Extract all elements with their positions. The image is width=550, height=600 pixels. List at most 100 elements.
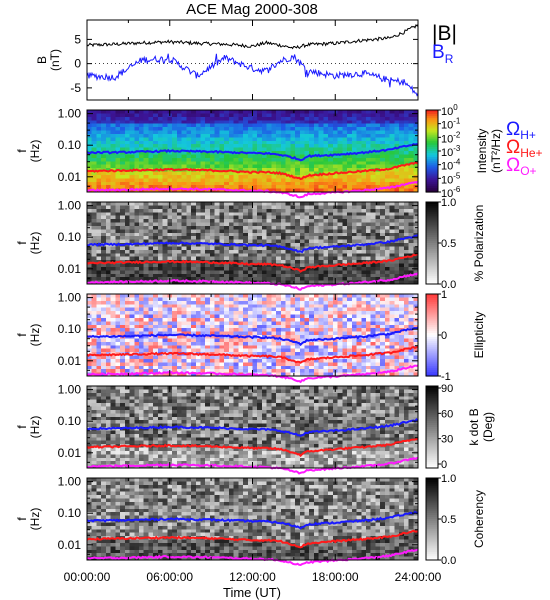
heatmap-cell [375, 133, 381, 138]
y-tick-label: 1.00 [58, 199, 82, 213]
heatmap-cell [233, 307, 239, 312]
heatmap-cell [380, 171, 386, 176]
heatmap-cell [233, 178, 239, 183]
heatmap-cell [172, 300, 178, 305]
heatmap-cell [148, 338, 154, 343]
heatmap-cell [219, 120, 225, 125]
heatmap-cell [224, 181, 230, 186]
heatmap-cell [129, 232, 135, 237]
heatmap-cell [342, 365, 348, 370]
heatmap-cell [129, 137, 135, 142]
heatmap-cell [257, 164, 263, 169]
heatmap-cell [200, 154, 206, 159]
heatmap-cell [290, 331, 296, 336]
heatmap-cell [280, 246, 287, 251]
heatmap-cell [261, 185, 268, 190]
heatmap-cell [271, 120, 277, 125]
heatmap-cell [105, 297, 112, 302]
heatmap-cell [224, 168, 230, 173]
heatmap-cell [394, 154, 400, 159]
heatmap-cell [101, 181, 107, 186]
heatmap-cell [351, 300, 358, 305]
heatmap-cell [96, 321, 102, 326]
heatmap-cell [394, 273, 400, 278]
heatmap-cell [408, 239, 414, 244]
heatmap-cell [370, 181, 377, 186]
heatmap-cell [200, 178, 206, 183]
heatmap-cell [332, 314, 339, 319]
heatmap-cell [347, 232, 353, 237]
heatmap-cell [271, 260, 277, 265]
heatmap-cell [257, 161, 263, 166]
heatmap-cell [219, 256, 225, 261]
heatmap-cell [110, 321, 116, 326]
heatmap-cell [200, 208, 206, 213]
heatmap-cell [96, 171, 102, 176]
heatmap-cell [87, 328, 93, 333]
heatmap-cell [91, 317, 98, 322]
heatmap-cell [347, 202, 353, 207]
heatmap-cell [337, 127, 343, 132]
heatmap-cell [370, 185, 377, 190]
heatmap-cell [101, 212, 107, 217]
heatmap-cell [191, 263, 197, 268]
figure-title: ACE Mag 2000-308 [186, 1, 318, 18]
heatmap-cell [271, 161, 277, 166]
heatmap-cell [342, 260, 348, 265]
heatmap-cell [101, 321, 107, 326]
heatmap-cell [195, 110, 202, 115]
heatmap-cell [224, 130, 230, 135]
heatmap-cell [342, 341, 348, 346]
heatmap-cell [209, 335, 216, 340]
heatmap-cell [403, 205, 410, 210]
heatmap-cell [209, 110, 216, 115]
heatmap-cell [143, 307, 150, 312]
heatmap-cell [271, 232, 277, 237]
heatmap-cell [394, 127, 400, 132]
heatmap-cell [399, 266, 405, 271]
heatmap-cell [304, 314, 310, 319]
heatmap-cell [214, 331, 220, 336]
heatmap-cell [195, 181, 202, 186]
heatmap-cell [408, 246, 414, 251]
heatmap-cell [403, 130, 410, 135]
heatmap-cell [370, 161, 377, 166]
heatmap-cell [342, 205, 348, 210]
heatmap-cell [389, 229, 395, 234]
heatmap-cell [214, 341, 220, 346]
heatmap-cell [195, 157, 202, 162]
heatmap-cell [299, 280, 306, 285]
heatmap-cell [290, 249, 296, 254]
heatmap-cell [389, 208, 395, 213]
heatmap-cell [384, 116, 391, 121]
heatmap-cell [243, 174, 249, 179]
heatmap-cell [191, 215, 197, 220]
heatmap-cell [101, 120, 107, 125]
heatmap-cell [304, 348, 310, 353]
heatmap-cell [214, 154, 220, 159]
heatmap-cell [96, 164, 102, 169]
heatmap-cell [347, 358, 353, 363]
heatmap-cell [370, 110, 377, 115]
heatmap-cell [181, 151, 187, 156]
heatmap-cell [157, 151, 164, 156]
heatmap-cell [309, 164, 315, 169]
heatmap-cell [243, 208, 249, 213]
heatmap-cell [408, 232, 414, 237]
heatmap-cell [356, 348, 362, 353]
heatmap-cell [285, 212, 291, 217]
heatmap-cell [394, 168, 400, 173]
heatmap-cell [191, 113, 197, 118]
heatmap-cell [205, 229, 211, 234]
heatmap-cell [195, 205, 202, 210]
heatmap-cell [191, 181, 197, 186]
heatmap-cell [167, 314, 173, 319]
heatmap-cell [304, 225, 310, 230]
heatmap-cell [129, 266, 135, 271]
heatmap-cell [181, 157, 187, 162]
heatmap-cell [124, 345, 131, 350]
heatmap-cell [162, 215, 168, 220]
heatmap-cell [96, 317, 102, 322]
heatmap-cell [233, 273, 239, 278]
heatmap-cell [176, 212, 183, 217]
